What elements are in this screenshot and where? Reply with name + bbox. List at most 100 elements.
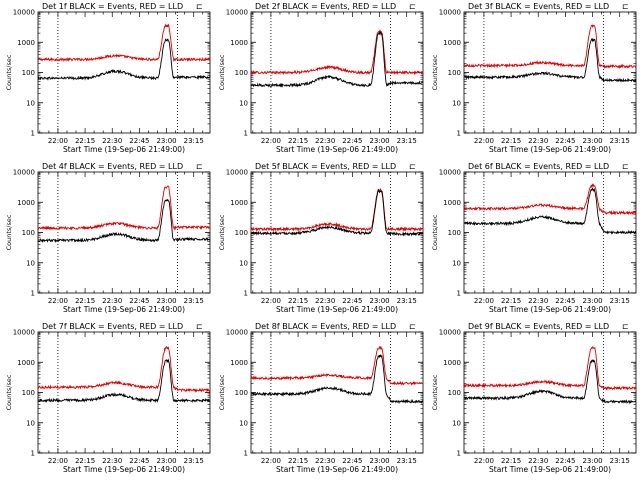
x-axis-title: Start Time (19-Sep-06 21:49:00) — [63, 145, 185, 154]
y-tick-label: 100 — [235, 229, 248, 237]
x-axis-title: Start Time (19-Sep-06 21:49:00) — [276, 145, 398, 154]
y-tick-label: 100 — [448, 69, 461, 77]
x-tick-label: 22:00 — [474, 297, 494, 305]
y-tick-label: 1000 — [230, 39, 248, 47]
x-tick-label: 23:00 — [369, 137, 389, 145]
panel-title: Det 5f BLACK = Events, RED = LLD — [255, 162, 396, 171]
panel-det-5: Det 5f BLACK = Events, RED = LLD ⊏ 1 10 100 1… — [218, 162, 424, 314]
panel-det-4: Det 4f BLACK = Events, RED = LLD ⊏ 1 10 100 1… — [5, 162, 211, 314]
x-tick-label: 22:00 — [474, 457, 494, 465]
panel-title: Det 7f BLACK = Events, RED = LLD — [42, 322, 183, 331]
x-tick-label: 23:00 — [582, 137, 602, 145]
y-tick-label: 1000 — [230, 199, 248, 207]
x-tick-label: 23:15 — [397, 297, 417, 305]
plot-frame — [37, 11, 211, 134]
x-tick-label: 23:15 — [610, 137, 630, 145]
y-tick-label: 10000 — [439, 329, 461, 337]
x-tick-label: 23:00 — [156, 457, 176, 465]
y-axis-title: Counts/sec — [218, 54, 226, 90]
x-tick-label: 22:45 — [555, 457, 575, 465]
x-tick-label: 22:45 — [129, 137, 149, 145]
y-tick-label: 1000 — [17, 359, 35, 367]
x-tick-label: 23:00 — [369, 457, 389, 465]
x-tick-label: 22:30 — [528, 457, 548, 465]
x-tick-label: 22:30 — [102, 137, 122, 145]
series-line-events — [463, 187, 637, 235]
series-line-lld — [37, 185, 211, 231]
y-axis-title: Counts/sec — [5, 54, 13, 90]
y-tick-label: 1 — [244, 290, 248, 298]
x-tick-label: 22:30 — [102, 297, 122, 305]
y-tick-label: 10 — [239, 99, 248, 107]
x-axis-title: Start Time (19-Sep-06 21:49:00) — [276, 305, 398, 314]
x-tick-label: 22:00 — [48, 457, 68, 465]
y-tick-label: 1000 — [17, 199, 35, 207]
series-line-events — [37, 198, 211, 243]
corner-mark: ⊏ — [409, 2, 416, 11]
x-tick-label: 22:15 — [288, 297, 308, 305]
y-tick-label: 1 — [31, 130, 35, 138]
y-axis-title: Counts/sec — [5, 374, 13, 410]
panel-det-8: Det 8f BLACK = Events, RED = LLD ⊏ 1 10 100 1… — [218, 322, 424, 474]
x-axis-title: Start Time (19-Sep-06 21:49:00) — [63, 305, 185, 314]
x-tick-label: 22:30 — [315, 457, 335, 465]
y-tick-label: 100 — [448, 229, 461, 237]
panel-title: Det 2f BLACK = Events, RED = LLD — [255, 2, 396, 11]
y-tick-label: 10000 — [13, 9, 35, 17]
series-line-events — [463, 359, 637, 405]
x-tick-label: 23:15 — [184, 297, 204, 305]
x-tick-label: 22:45 — [555, 297, 575, 305]
x-axis-title: Start Time (19-Sep-06 21:49:00) — [276, 465, 398, 474]
panel-det-9: Det 9f BLACK = Events, RED = LLD ⊏ 1 10 100 1… — [431, 322, 637, 474]
y-tick-label: 1 — [244, 450, 248, 458]
plot-frame — [37, 171, 211, 294]
plot-frame — [463, 11, 637, 134]
panel-det-2: Det 2f BLACK = Events, RED = LLD ⊏ 1 10 100 1… — [218, 2, 424, 154]
x-tick-label: 22:45 — [555, 137, 575, 145]
y-tick-label: 100 — [22, 229, 35, 237]
y-tick-label: 1 — [457, 450, 461, 458]
y-tick-label: 10000 — [226, 169, 248, 177]
panel-det-7: Det 7f BLACK = Events, RED = LLD ⊏ 1 10 100 1… — [5, 322, 211, 474]
y-tick-label: 10 — [239, 419, 248, 427]
x-tick-label: 22:15 — [501, 457, 521, 465]
plot-frame — [37, 331, 211, 454]
y-tick-label: 100 — [22, 69, 35, 77]
plot-frame — [250, 331, 424, 454]
x-axis-title: Start Time (19-Sep-06 21:49:00) — [63, 465, 185, 474]
x-tick-label: 22:00 — [474, 137, 494, 145]
x-axis-title: Start Time (19-Sep-06 21:49:00) — [489, 145, 611, 154]
y-tick-label: 1000 — [17, 39, 35, 47]
series-line-lld — [37, 345, 211, 393]
x-tick-label: 23:00 — [582, 457, 602, 465]
y-tick-label: 10000 — [13, 169, 35, 177]
y-tick-label: 1000 — [443, 39, 461, 47]
corner-mark: ⊏ — [196, 322, 203, 331]
x-tick-label: 23:15 — [397, 457, 417, 465]
y-axis-title: Counts/sec — [218, 214, 226, 250]
y-axis-title: Counts/sec — [431, 374, 439, 410]
x-tick-label: 22:15 — [288, 137, 308, 145]
x-tick-label: 23:15 — [184, 457, 204, 465]
series-line-events — [37, 38, 211, 81]
x-tick-label: 23:00 — [156, 137, 176, 145]
corner-mark: ⊏ — [409, 322, 416, 331]
x-tick-label: 22:30 — [315, 137, 335, 145]
y-tick-label: 100 — [448, 389, 461, 397]
y-tick-label: 1 — [31, 450, 35, 458]
x-tick-label: 22:15 — [501, 297, 521, 305]
series-line-lld — [250, 29, 424, 76]
y-tick-label: 1000 — [443, 359, 461, 367]
x-axis-title: Start Time (19-Sep-06 21:49:00) — [489, 305, 611, 314]
panel-det-1: Det 1f BLACK = Events, RED = LLD ⊏ 1 10 100 1… — [5, 2, 211, 154]
x-tick-label: 22:00 — [48, 137, 68, 145]
corner-mark: ⊏ — [622, 162, 629, 171]
series-line-lld — [250, 346, 424, 386]
panel-title: Det 8f BLACK = Events, RED = LLD — [255, 322, 396, 331]
x-tick-label: 22:45 — [129, 297, 149, 305]
series-line-events — [37, 358, 211, 404]
x-tick-label: 22:15 — [501, 137, 521, 145]
series-line-events — [250, 189, 424, 237]
y-axis-title: Counts/sec — [5, 214, 13, 250]
